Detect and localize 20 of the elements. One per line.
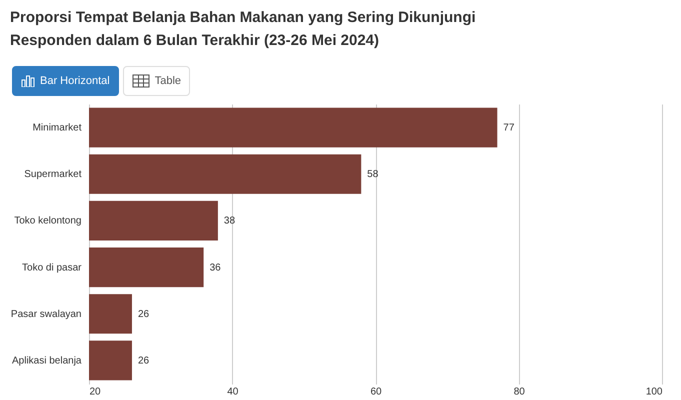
y-tick-label: Toko kelontong <box>14 216 82 227</box>
data-label: 38 <box>224 216 236 227</box>
x-tick-label: 100 <box>646 386 663 398</box>
chart-title: Proporsi Tempat Belanja Bahan Makanan yang Sering Dikunjungi Responden dalam 6 Bulan Terakhir (23-26 Mei 2024) <box>10 8 477 51</box>
data-label: 58 <box>367 169 379 180</box>
y-tick-label: Pasar swalayan <box>10 308 82 320</box>
x-tick-label: 20 <box>90 386 102 398</box>
data-label: 36 <box>210 262 222 274</box>
data-label: 26 <box>138 308 150 320</box>
x-tick-label: 40 <box>227 386 239 398</box>
text: Bar Horizontal <box>40 75 110 87</box>
y-tick-label: Toko di pasar <box>22 262 82 274</box>
y-tick-label: Supermarket <box>24 169 82 180</box>
y-tick-label: Minimarket <box>32 122 82 134</box>
x-tick-label: 60 <box>370 386 382 398</box>
data-label: 26 <box>138 355 150 366</box>
x-tick-label: 80 <box>514 386 526 398</box>
data-label: 77 <box>503 122 515 134</box>
y-tick-label: Aplikasi belanja <box>12 355 82 366</box>
text: Table <box>154 75 181 87</box>
